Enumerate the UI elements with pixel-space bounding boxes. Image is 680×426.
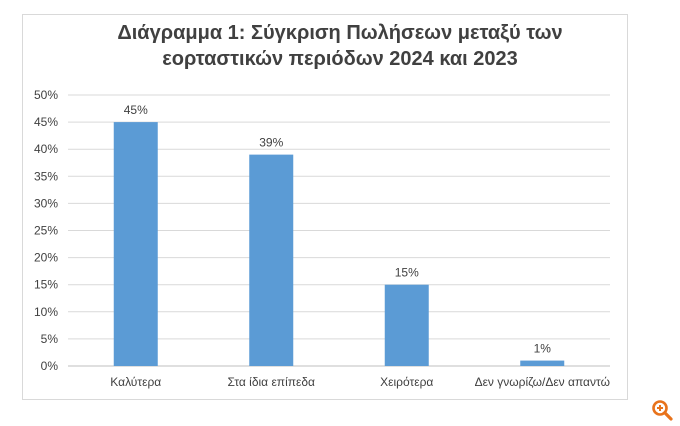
x-tick-label: Καλύτερα [110, 375, 161, 389]
bar [384, 284, 429, 366]
y-tick-label: 50% [34, 88, 58, 102]
y-tick-label: 45% [34, 115, 58, 129]
y-tick-label: 10% [34, 305, 58, 319]
y-tick-label: 20% [34, 251, 58, 265]
y-tick-label: 0% [41, 359, 59, 373]
y-tick-label: 35% [34, 169, 58, 183]
data-label: 45% [124, 103, 148, 117]
y-tick-label: 25% [34, 224, 58, 238]
bar [520, 360, 565, 366]
x-tick-label: Χειρότερα [380, 375, 433, 389]
data-label: 15% [395, 266, 419, 280]
y-tick-label: 5% [41, 332, 59, 346]
data-label: 1% [534, 342, 552, 356]
chart-title-line-1: Διάγραμμα 1: Σύγκριση Πωλήσεων μεταξύ τω… [117, 22, 563, 44]
y-tick-label: 15% [34, 278, 58, 292]
x-tick-label: Στα ίδια επίπεδα [227, 375, 315, 389]
chart-title-line-2: εορταστικών περιόδων 2024 και 2023 [162, 48, 518, 70]
bar [249, 154, 294, 366]
chart-title: Διάγραμμα 1: Σύγκριση Πωλήσεων μεταξύ τω… [0, 20, 680, 72]
zoom-in-icon[interactable] [650, 398, 674, 422]
bar [113, 122, 158, 366]
y-tick-label: 30% [34, 196, 58, 210]
data-label: 39% [259, 136, 283, 150]
x-tick-label: Δεν γνωρίζω/Δεν απαντώ [475, 375, 610, 389]
y-tick-label: 40% [34, 142, 58, 156]
